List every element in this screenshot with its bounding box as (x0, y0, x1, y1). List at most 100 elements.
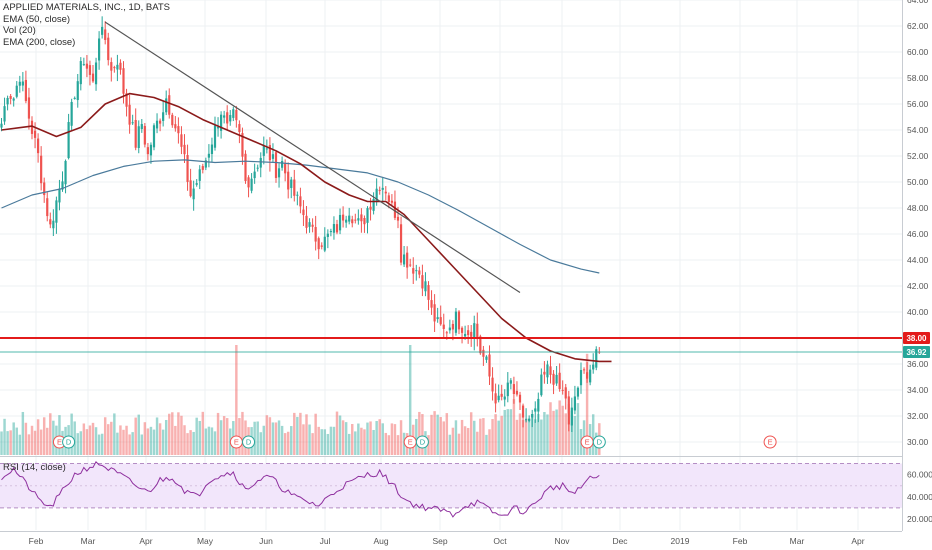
candle-body (582, 369, 586, 371)
volume-bar (418, 411, 421, 455)
volume-bar (39, 429, 43, 455)
volume-bar (363, 429, 366, 455)
last-price-badge-bg (903, 346, 930, 359)
volume-bar (3, 418, 6, 455)
event-marker (592, 435, 606, 449)
candle-body (213, 125, 217, 148)
price-tick-label: 32.00 (907, 411, 929, 421)
candle-body (220, 114, 223, 131)
rsi-tick-label: 40.0000 (907, 492, 932, 502)
volume-bar (399, 420, 403, 455)
candle-body (503, 396, 506, 400)
candle-body (335, 224, 339, 233)
candle-body (543, 371, 546, 375)
volume-bar (100, 433, 104, 455)
volume-bar (314, 413, 317, 455)
candle-body (284, 163, 287, 174)
time-tick-label: Mar (81, 536, 96, 546)
rsi-line (1, 460, 600, 518)
candle-body (259, 157, 262, 168)
volume-bar (94, 427, 98, 455)
volume-bar (286, 431, 290, 455)
volume-bar (381, 423, 384, 455)
volume-bar (122, 429, 125, 455)
volume-bar (259, 432, 262, 455)
resistance-price-badge: 38.00 (906, 334, 927, 343)
volume-bar (439, 417, 442, 455)
price-tick-label: 48.00 (907, 203, 929, 213)
candle-body (592, 364, 595, 370)
volume-bar (546, 414, 549, 455)
candle-body (98, 38, 101, 61)
volume-bar (213, 431, 217, 455)
candle-body (433, 304, 436, 322)
volume-bar (494, 414, 497, 455)
price-tick-label: 36.00 (907, 359, 929, 369)
event-label: E (768, 438, 773, 447)
volume-bar (52, 420, 55, 455)
volume-bar (427, 435, 430, 455)
volume-bar (18, 434, 22, 455)
candle-body (104, 29, 107, 40)
candle-body (595, 349, 598, 368)
event-marker (415, 435, 429, 449)
volume-bar (158, 423, 162, 455)
candle-body (360, 214, 363, 222)
candle-body (94, 62, 98, 85)
candle-body (146, 147, 149, 155)
volume-bar (280, 425, 284, 455)
volume-bar (21, 411, 25, 455)
volume-bar (576, 403, 580, 455)
volume-bar (335, 411, 339, 455)
volume-bar (442, 421, 445, 455)
candle-body (299, 196, 302, 207)
candle-body (137, 126, 140, 148)
candle-body (232, 109, 235, 118)
volume-bar (253, 421, 256, 455)
candle-body (152, 125, 156, 148)
candle-body (326, 233, 329, 237)
volume-bar (524, 418, 528, 455)
candle-body (372, 199, 375, 211)
candle-body (268, 145, 271, 161)
volume-bar (299, 412, 302, 455)
candle-body (6, 97, 9, 105)
price-tick-label: 50.00 (907, 177, 929, 187)
candle-body (37, 138, 40, 154)
candle-body (342, 214, 345, 221)
price-tick-label: 52.00 (907, 151, 929, 161)
candle-body (491, 377, 494, 392)
event-label: E (585, 438, 590, 447)
candle-body (442, 324, 445, 329)
candle-body (216, 126, 220, 129)
candle-body (27, 97, 31, 119)
candle-body (396, 216, 400, 221)
candle-body (82, 64, 85, 66)
candle-body (101, 26, 104, 35)
volume-bar (42, 417, 46, 455)
rsi-axis: 20.0000 40.0000 60.0000 (907, 470, 932, 524)
candle-body (518, 394, 522, 403)
volume-bar (116, 432, 119, 455)
candle-body (451, 323, 454, 330)
volume-bar (463, 426, 467, 455)
event-label: E (408, 438, 413, 447)
volume-bar (543, 412, 546, 455)
candle-body (421, 275, 424, 289)
price-tick-label: 60.00 (907, 47, 929, 57)
volume-bar (457, 433, 461, 455)
volume-bar (103, 417, 107, 455)
symbol-title: APPLIED MATERIALS, INC., 1D, BATS (3, 2, 170, 13)
volume-bar (390, 423, 394, 455)
candle-body (223, 115, 226, 118)
candle-body (0, 123, 3, 128)
candle-body (52, 220, 55, 229)
candle-body (393, 201, 397, 218)
candle-body (540, 374, 543, 396)
candle-body (192, 188, 195, 200)
candle-body (180, 134, 183, 147)
event-label: D (597, 438, 603, 447)
candle-body (287, 171, 290, 190)
